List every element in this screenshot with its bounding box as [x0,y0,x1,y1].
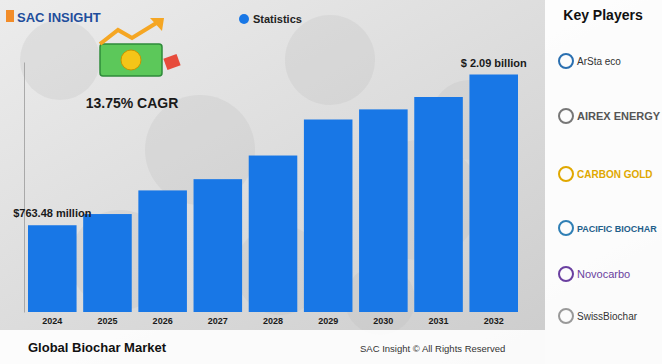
x-tick-label: 2030 [373,316,393,326]
bar [138,190,187,312]
bar [469,75,518,313]
x-tick-label: 2032 [484,316,504,326]
bar [194,179,243,312]
player-logo [559,309,573,323]
bill [100,44,162,76]
bar [304,120,353,313]
x-tick: 2025 [97,312,117,326]
legend-label: Statistics [253,13,302,25]
texture-blob [20,20,100,100]
annotation: 13.75% CAGR [86,95,179,111]
x-tick-label: 2031 [429,316,449,326]
background [0,0,662,364]
key-player: AIREX ENERGY [577,110,661,122]
key-player: ArSta eco [577,56,621,67]
x-axis: 2024 2025 2026 2027 2028 2029 2030 2031 2032 [42,312,503,326]
key-player: SwissBiochar [577,311,638,322]
x-tick-label: 2024 [42,316,62,326]
player-logo [559,267,573,281]
footer-strip [0,330,545,364]
title: Global Biochar Market [28,340,167,355]
legend-swatch [239,14,249,24]
x-tick: 2027 [208,312,228,326]
player-logo [559,54,573,68]
key-player: PACIFIC BIOCHAR [577,224,657,234]
bar [83,214,132,312]
x-tick-label: 2027 [208,316,228,326]
data-label: $763.48 million [13,207,92,219]
x-tick: 2032 [484,312,504,326]
key-player: CARBON GOLD [577,169,653,180]
x-tick: 2026 [153,312,173,326]
coin [121,50,141,70]
x-tick-label: 2029 [318,316,338,326]
x-tick-label: 2025 [97,316,117,326]
x-tick-label: 2028 [263,316,283,326]
tag [163,54,180,70]
y-axis [24,63,25,313]
brand-icon [6,10,14,22]
x-tick: 2024 [42,312,62,326]
footer: SAC Insight © All Rights Reserved [360,343,505,354]
x-tick: 2029 [318,312,338,326]
cagr-icon [100,18,181,76]
bar [28,225,77,312]
bars [28,75,518,313]
player-logo [559,167,573,181]
brand-text: SAC INSIGHT [17,10,101,25]
brand: SAC INSIGHT [6,10,101,25]
bar [359,109,408,312]
trend-arrow [100,22,158,44]
player-logo [559,109,573,123]
x-tick: 2030 [373,312,393,326]
key-players-title: Key Players [563,7,643,23]
chart: SAC INSIGHT Statistics 13.75% CAGR $763.48 … [0,0,662,364]
legend: Statistics [239,13,302,25]
trend-arrow-head [150,18,164,31]
key-players-panel [545,0,662,364]
player-logo [559,221,573,235]
key-players: ArSta eco AIREX ENERGY CARBON GOLD PACIFIC … [559,54,661,323]
x-tick: 2028 [263,312,283,326]
data-label: $ 2.09 billion [461,57,527,69]
x-tick: 2031 [429,312,449,326]
bar [249,156,298,312]
texture-blob [285,15,375,105]
x-tick-label: 2026 [153,316,173,326]
bar [414,97,463,312]
y-axis-line [24,63,25,313]
texture [20,15,510,335]
key-player: Novocarbo [577,268,630,280]
